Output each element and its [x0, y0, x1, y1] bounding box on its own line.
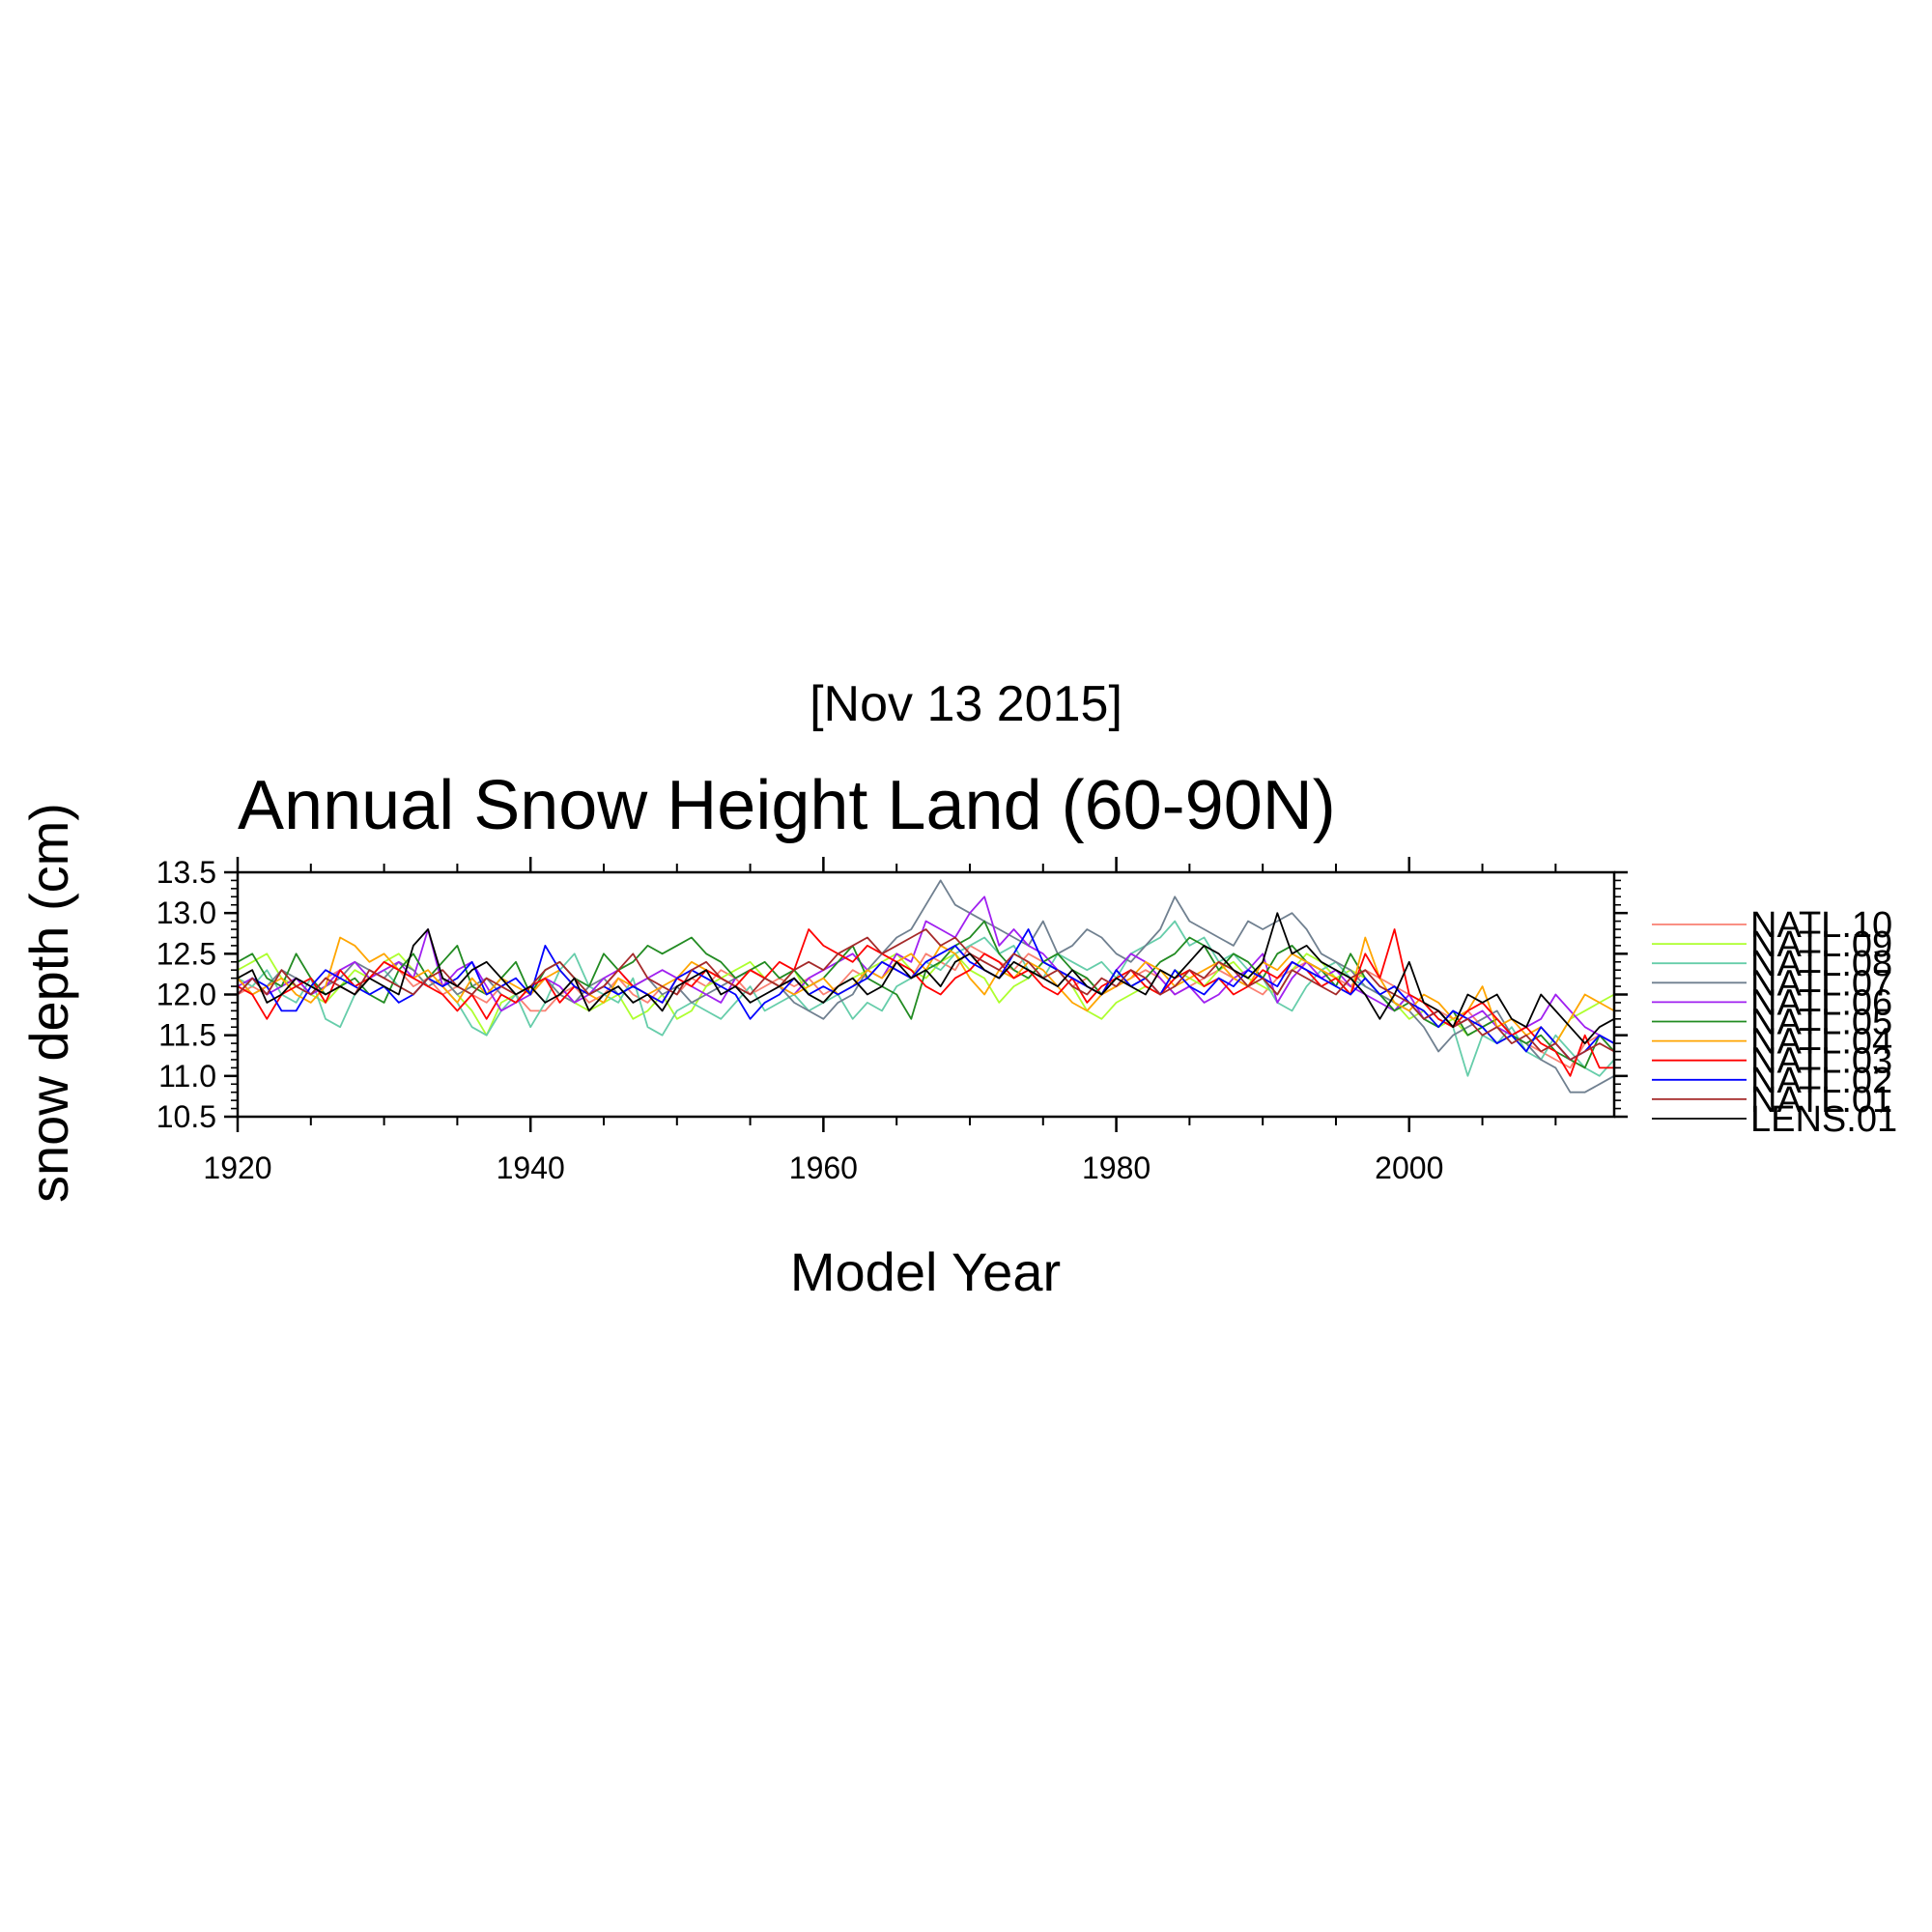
legend-label-10: NATL.01 [1750, 1080, 1892, 1121]
legend-label-2: NATL.09 [1750, 924, 1892, 965]
series-layer [237, 879, 1615, 1094]
legend-label-6: NATL.05 [1750, 1003, 1892, 1043]
chart-date: [Nov 13 2015] [810, 676, 1122, 732]
x-tick-label: 1980 [1082, 1151, 1151, 1185]
y-tick-label: 11.0 [158, 1059, 216, 1094]
y-tick-label: 13.0 [156, 895, 216, 930]
legend-label-4: NATL.07 [1750, 963, 1892, 1004]
ticks-layer: 1920 1940 1960 1980 2000 10.5 11.0 11.5 12.0 12.5… [156, 855, 1628, 1185]
x-axis-label: Model Year [790, 1241, 1061, 1302]
legend-label-7: NATL.04 [1750, 1022, 1892, 1063]
series-line-11 [237, 912, 1615, 1044]
series-line-10 [237, 928, 1615, 1061]
x-tick-label: 1920 [203, 1151, 271, 1185]
y-tick-label: 10.5 [156, 1099, 216, 1134]
series-line-3 [237, 920, 1615, 1077]
x-tick-label: 1940 [497, 1151, 565, 1185]
x-tick-label: 1960 [789, 1151, 858, 1185]
legend-label-11: LENS.01 [1750, 1099, 1897, 1140]
legend-label-5: NATL.06 [1750, 982, 1892, 1023]
legend-label-3: NATL.08 [1750, 944, 1892, 984]
chart-title: Annual Snow Height Land (60-90N) [238, 767, 1336, 844]
series-line-5 [237, 895, 1615, 1044]
y-tick-label: 11.5 [158, 1018, 216, 1053]
series-line-8 [237, 928, 1614, 1077]
series-line-4 [237, 879, 1615, 1094]
x-tick-label: 2000 [1375, 1151, 1443, 1185]
legend-label-1: NATL.10 [1750, 905, 1892, 946]
y-tick-label: 13.5 [156, 855, 216, 890]
y-axis-label: snow depth (cm) [18, 803, 79, 1203]
legend: NATL.10NATL.09NATL.08NATL.07NATL.06NATL.… [1652, 905, 1897, 1140]
series-line-9 [237, 928, 1615, 1061]
y-tick-label: 12.0 [156, 978, 216, 1012]
legend-label-9: NATL.02 [1750, 1061, 1892, 1101]
y-tick-label: 12.5 [156, 936, 216, 971]
legend-label-8: NATL.03 [1750, 1041, 1892, 1082]
